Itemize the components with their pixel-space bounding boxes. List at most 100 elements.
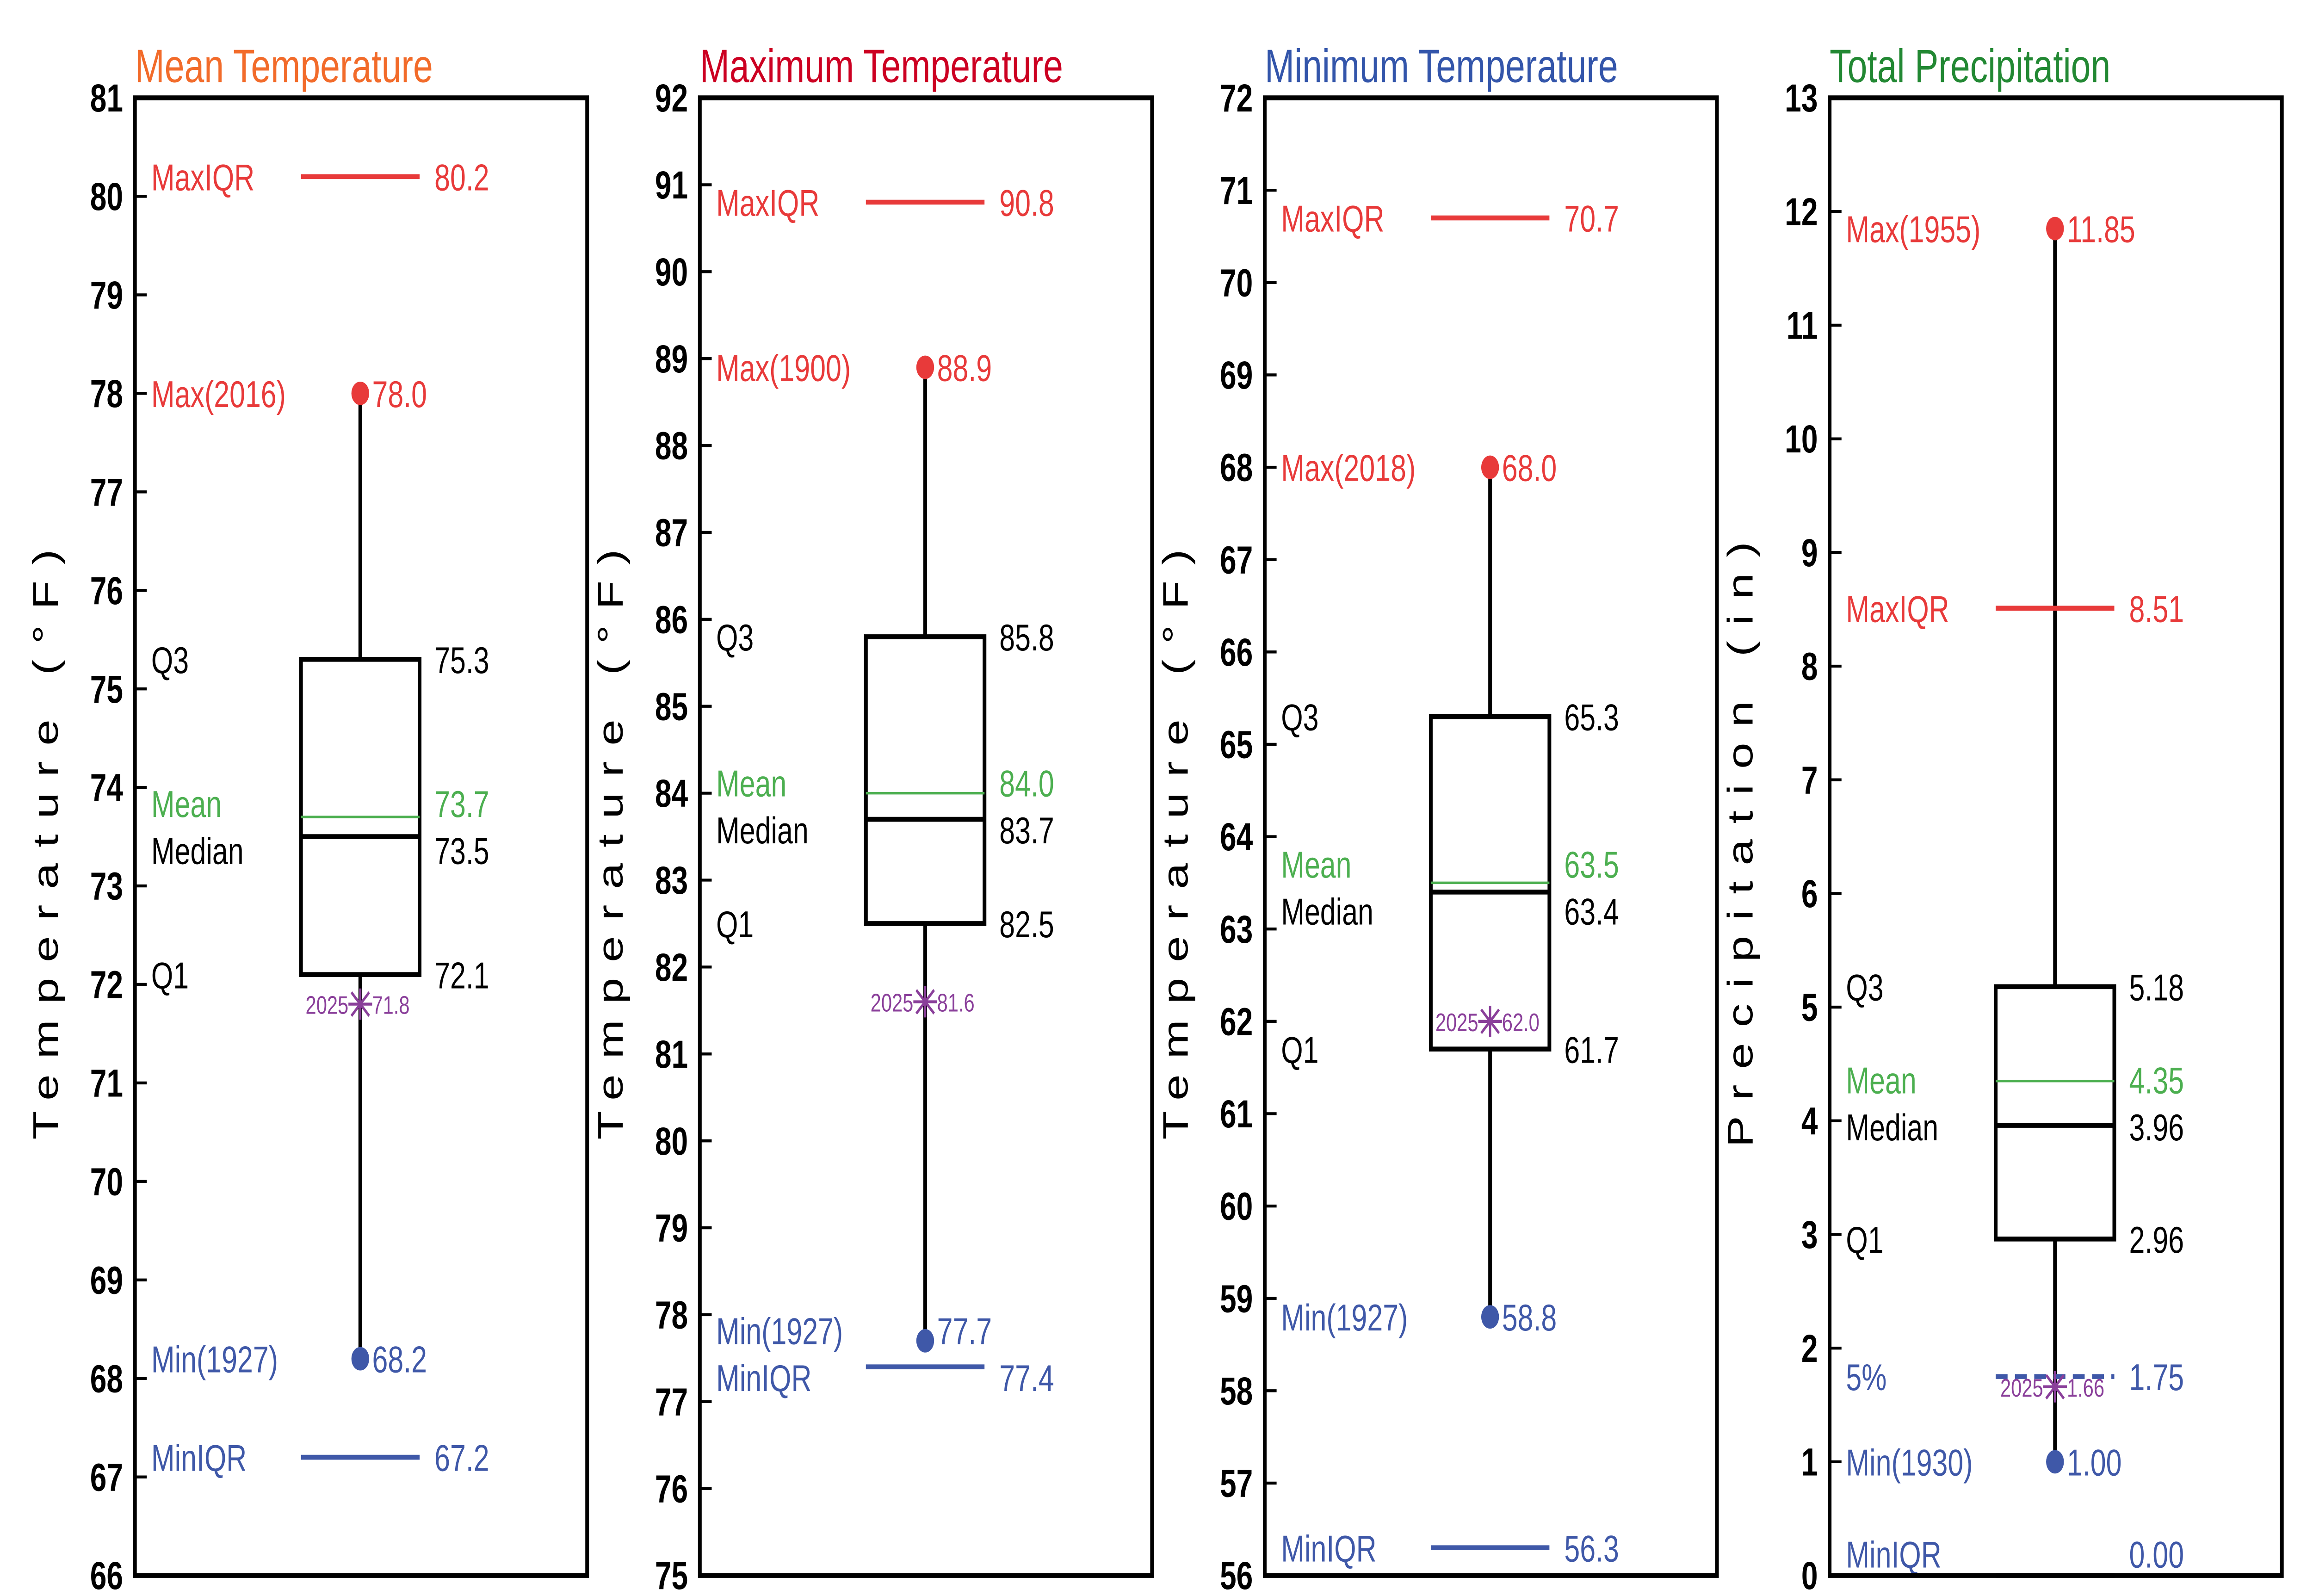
current-year-value: 1.66 [2067,1374,2104,1402]
stat-value-min: 58.8 [1502,1297,1557,1339]
stat-label-q1: Q1 [1281,1029,1318,1071]
stat-label-miniqr: MinIQR [1281,1528,1376,1570]
stat-label-miniqr: MinIQR [716,1358,811,1399]
stat-value-max: 88.9 [937,347,992,389]
y-tick-label: 60 [1220,1184,1253,1228]
current-year-label: 2025 [2000,1374,2043,1402]
y-tick-label: 4 [1801,1099,1818,1143]
stat-value-q1: 2.96 [2129,1219,2184,1261]
y-tick-label: 76 [655,1467,688,1511]
min-point [351,1347,370,1371]
iqr-box [864,634,987,926]
stat-label-q3: Q3 [1281,697,1318,739]
y-tick-label: 1 [1801,1440,1818,1484]
y-tick-label: 10 [1785,417,1818,461]
stat-value-max: 68.0 [1502,448,1557,489]
stat-value-q1: 61.7 [1564,1029,1619,1071]
stat-label-maxiqr: MaxIQR [151,157,254,198]
stat-value-max: 78.0 [372,374,427,415]
stat-value-min: 77.7 [937,1311,992,1352]
stat-value-miniqr: 0.00 [2129,1534,2184,1576]
stat-label-q3: Q3 [1846,967,1883,1008]
y-tick-label: 71 [1220,168,1253,212]
current-year-value: 71.8 [372,991,409,1020]
max-point [351,381,370,405]
y-tick-label: 78 [90,371,123,415]
y-tick-label: 75 [655,1554,688,1596]
y-tick-label: 80 [90,174,123,218]
panel-mean-temperature: Mean Temperature Temperature (°F) 66 67 68 69… [26,40,589,1596]
y-tick-label: 59 [1220,1277,1253,1321]
y-tick-label: 85 [655,685,688,729]
stat-value-maxiqr: 8.51 [2129,588,2184,630]
stat-label-median: Median [716,810,809,852]
stat-value-median: 73.5 [434,830,489,872]
stat-label-max: Max(2018) [1281,448,1416,489]
y-tick-label: 9 [1801,531,1818,575]
stat-label-q1: Q1 [151,955,189,996]
stat-value-min: 68.2 [372,1339,427,1381]
stat-label-maxiqr: MaxIQR [1281,198,1384,240]
y-tick-label: 62 [1220,1000,1253,1044]
y-tick-label: 56 [1220,1554,1253,1596]
y-tick-label: 75 [90,667,123,711]
stat-label-maxiqr: MaxIQR [1846,588,1949,630]
asterisk-icon [2043,1371,2067,1403]
stat-label-median: Median [1281,891,1373,933]
current-year-value: 62.0 [1502,1008,1540,1037]
stat-value-max: 11.85 [2067,209,2135,251]
stat-value-median: 3.96 [2129,1107,2184,1149]
panel-title: Total Precipitation [1830,40,2110,93]
y-tick-label: 11 [1787,303,1818,347]
stat-label-p5: 5% [1846,1357,1886,1398]
y-tick-label: 66 [1220,630,1253,674]
panel-title: Minimum Temperature [1265,40,1618,93]
y-tick-label: 2 [1801,1326,1818,1370]
y-tick-label: 72 [90,963,123,1007]
stat-value-q3: 85.8 [999,617,1054,659]
y-tick-label: 3 [1801,1212,1818,1256]
y-tick-label: 69 [90,1258,123,1302]
stat-label-mean: Mean [1846,1060,1916,1101]
stat-value-q3: 5.18 [2129,967,2184,1008]
stat-value-mean: 63.5 [1564,844,1619,886]
y-tick-label: 83 [655,858,688,902]
stat-label-max: Max(2016) [151,374,286,415]
panel-title: Maximum Temperature [700,40,1063,93]
y-tick-label: 81 [90,76,123,120]
panel-maximum-temperature: Maximum Temperature Temperature (°F) 75 76 7… [591,40,1154,1596]
panel-minimum-temperature: Minimum Temperature Temperature (°F) 56 57 5… [1156,40,1719,1596]
asterisk-stroke [915,989,935,1015]
stat-value-median: 63.4 [1564,891,1619,933]
y-tick-label: 77 [90,470,123,514]
y-axis-label: Temperature (°F) [26,534,66,1140]
y-tick-label: 80 [655,1119,688,1163]
y-tick-label: 5 [1801,985,1818,1029]
max-point [2046,217,2064,241]
y-tick-label: 74 [90,766,124,810]
stat-label-min: Min(1927) [151,1339,278,1381]
stat-value-miniqr: 67.2 [434,1438,489,1479]
asterisk-stroke [1480,1008,1500,1034]
stat-label-miniqr: MinIQR [1846,1534,1941,1576]
asterisk-icon [1478,1005,1502,1037]
stat-value-q1: 72.1 [434,955,489,996]
y-tick-label: 81 [655,1032,688,1076]
stat-value-maxiqr: 90.8 [999,182,1054,224]
stat-label-min: Min(1927) [716,1311,843,1352]
y-tick-label: 88 [655,424,688,468]
y-tick-label: 69 [1220,353,1253,397]
stat-label-min: Min(1930) [1846,1442,1973,1484]
stat-label-mean: Mean [716,763,786,804]
y-tick-label: 82 [655,945,688,989]
min-point [916,1329,934,1353]
stat-label-q3: Q3 [151,640,189,681]
stat-value-mean: 4.35 [2129,1060,2184,1101]
current-year-label: 2025 [871,989,914,1017]
y-tick-label: 65 [1220,723,1253,767]
y-tick-label: 7 [1801,758,1818,802]
iqr-box [1994,984,2116,1242]
y-tick-label: 68 [90,1357,123,1401]
y-tick-label: 76 [90,569,123,612]
stat-label-miniqr: MinIQR [151,1438,247,1479]
